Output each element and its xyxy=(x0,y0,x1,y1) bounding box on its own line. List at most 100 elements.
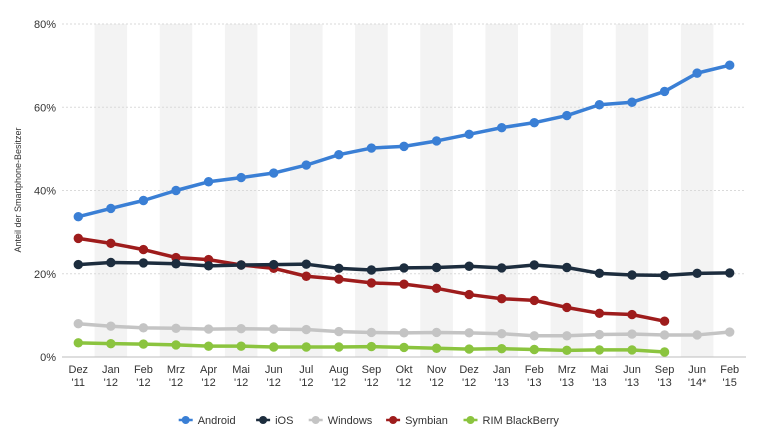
legend-item-rim-blackberry[interactable]: RIM BlackBerry xyxy=(463,415,560,427)
data-point-symbian[interactable] xyxy=(562,302,572,313)
data-point-rim-blackberry[interactable] xyxy=(627,345,637,355)
data-point-android[interactable] xyxy=(399,141,409,152)
data-point-android[interactable] xyxy=(73,212,83,222)
data-point-ios[interactable] xyxy=(497,263,507,273)
data-point-symbian[interactable] xyxy=(399,279,409,289)
data-point-symbian[interactable] xyxy=(659,316,670,326)
data-point-windows[interactable] xyxy=(171,323,181,333)
data-point-ios[interactable] xyxy=(399,263,409,273)
data-point-symbian[interactable] xyxy=(73,233,83,244)
data-point-windows[interactable] xyxy=(627,329,637,339)
data-point-windows[interactable] xyxy=(431,327,442,338)
data-point-symbian[interactable] xyxy=(106,238,116,249)
data-point-android[interactable] xyxy=(497,122,507,133)
data-point-ios[interactable] xyxy=(171,259,181,269)
data-point-android[interactable] xyxy=(269,168,279,178)
data-point-ios[interactable] xyxy=(334,263,344,274)
data-point-ios[interactable] xyxy=(73,259,83,270)
data-point-symbian[interactable] xyxy=(301,271,311,281)
data-point-symbian[interactable] xyxy=(464,289,474,300)
data-point-android[interactable] xyxy=(236,172,246,183)
data-point-ios[interactable] xyxy=(627,270,637,280)
data-point-ios[interactable] xyxy=(562,262,572,273)
data-point-symbian[interactable] xyxy=(431,283,442,294)
data-point-windows[interactable] xyxy=(659,330,670,340)
data-point-ios[interactable] xyxy=(138,258,149,268)
data-point-rim-blackberry[interactable] xyxy=(431,343,442,353)
data-point-windows[interactable] xyxy=(725,327,735,337)
data-point-windows[interactable] xyxy=(269,324,279,334)
data-point-ios[interactable] xyxy=(659,270,670,281)
data-point-rim-blackberry[interactable] xyxy=(659,347,670,357)
data-point-rim-blackberry[interactable] xyxy=(497,343,507,354)
data-point-ios[interactable] xyxy=(301,259,311,269)
data-point-symbian[interactable] xyxy=(594,308,605,318)
data-point-rim-blackberry[interactable] xyxy=(269,342,279,352)
data-point-ios[interactable] xyxy=(464,261,474,271)
legend-item-android[interactable]: Android xyxy=(178,415,236,427)
data-point-rim-blackberry[interactable] xyxy=(138,339,149,349)
data-point-windows[interactable] xyxy=(594,329,605,340)
data-point-windows[interactable] xyxy=(399,328,409,338)
data-point-windows[interactable] xyxy=(464,328,474,338)
data-point-android[interactable] xyxy=(659,86,670,97)
data-point-rim-blackberry[interactable] xyxy=(171,340,181,350)
data-point-rim-blackberry[interactable] xyxy=(562,345,572,356)
data-point-symbian[interactable] xyxy=(529,295,539,306)
legend-item-symbian[interactable]: Symbian xyxy=(386,415,448,427)
data-point-windows[interactable] xyxy=(138,323,149,333)
data-point-ios[interactable] xyxy=(594,268,605,279)
data-point-rim-blackberry[interactable] xyxy=(236,341,246,351)
data-point-ios[interactable] xyxy=(106,257,116,268)
data-point-windows[interactable] xyxy=(497,328,507,339)
data-point-rim-blackberry[interactable] xyxy=(334,342,344,352)
legend-item-ios[interactable]: iOS xyxy=(256,415,293,427)
data-point-android[interactable] xyxy=(725,60,735,70)
data-point-android[interactable] xyxy=(203,177,214,187)
data-point-windows[interactable] xyxy=(529,331,539,341)
data-point-android[interactable] xyxy=(301,160,311,170)
data-point-rim-blackberry[interactable] xyxy=(301,342,311,352)
data-point-symbian[interactable] xyxy=(138,244,149,255)
data-point-windows[interactable] xyxy=(73,319,83,329)
data-point-ios[interactable] xyxy=(431,262,442,273)
legend-item-windows[interactable]: Windows xyxy=(308,415,373,427)
data-point-windows[interactable] xyxy=(334,326,344,337)
data-point-android[interactable] xyxy=(431,136,442,146)
data-point-windows[interactable] xyxy=(692,330,702,340)
data-point-android[interactable] xyxy=(334,150,344,160)
data-point-ios[interactable] xyxy=(269,259,279,270)
data-point-android[interactable] xyxy=(464,129,474,140)
data-point-android[interactable] xyxy=(106,203,116,214)
data-point-windows[interactable] xyxy=(562,331,572,341)
data-point-windows[interactable] xyxy=(106,321,116,331)
data-point-android[interactable] xyxy=(171,185,181,196)
data-point-android[interactable] xyxy=(366,143,377,153)
data-point-android[interactable] xyxy=(692,68,702,78)
data-point-rim-blackberry[interactable] xyxy=(594,345,605,355)
data-point-android[interactable] xyxy=(529,117,539,128)
data-point-ios[interactable] xyxy=(529,260,539,270)
data-point-ios[interactable] xyxy=(203,261,214,271)
data-point-windows[interactable] xyxy=(236,323,246,334)
data-point-rim-blackberry[interactable] xyxy=(73,338,83,348)
data-point-windows[interactable] xyxy=(301,324,311,335)
data-point-rim-blackberry[interactable] xyxy=(399,342,409,353)
data-point-ios[interactable] xyxy=(236,260,246,270)
data-point-symbian[interactable] xyxy=(334,274,344,284)
data-point-ios[interactable] xyxy=(366,265,377,275)
data-point-windows[interactable] xyxy=(203,324,214,334)
data-point-rim-blackberry[interactable] xyxy=(366,341,377,352)
data-point-android[interactable] xyxy=(138,195,149,206)
data-point-ios[interactable] xyxy=(692,268,702,279)
data-point-android[interactable] xyxy=(594,100,605,110)
data-point-symbian[interactable] xyxy=(627,309,637,320)
data-point-rim-blackberry[interactable] xyxy=(106,338,116,349)
data-point-symbian[interactable] xyxy=(366,278,377,288)
data-point-symbian[interactable] xyxy=(497,294,507,304)
data-point-rim-blackberry[interactable] xyxy=(464,344,474,354)
data-point-ios[interactable] xyxy=(725,268,735,278)
data-point-rim-blackberry[interactable] xyxy=(529,344,539,355)
data-point-android[interactable] xyxy=(627,97,637,107)
data-point-rim-blackberry[interactable] xyxy=(203,341,214,351)
